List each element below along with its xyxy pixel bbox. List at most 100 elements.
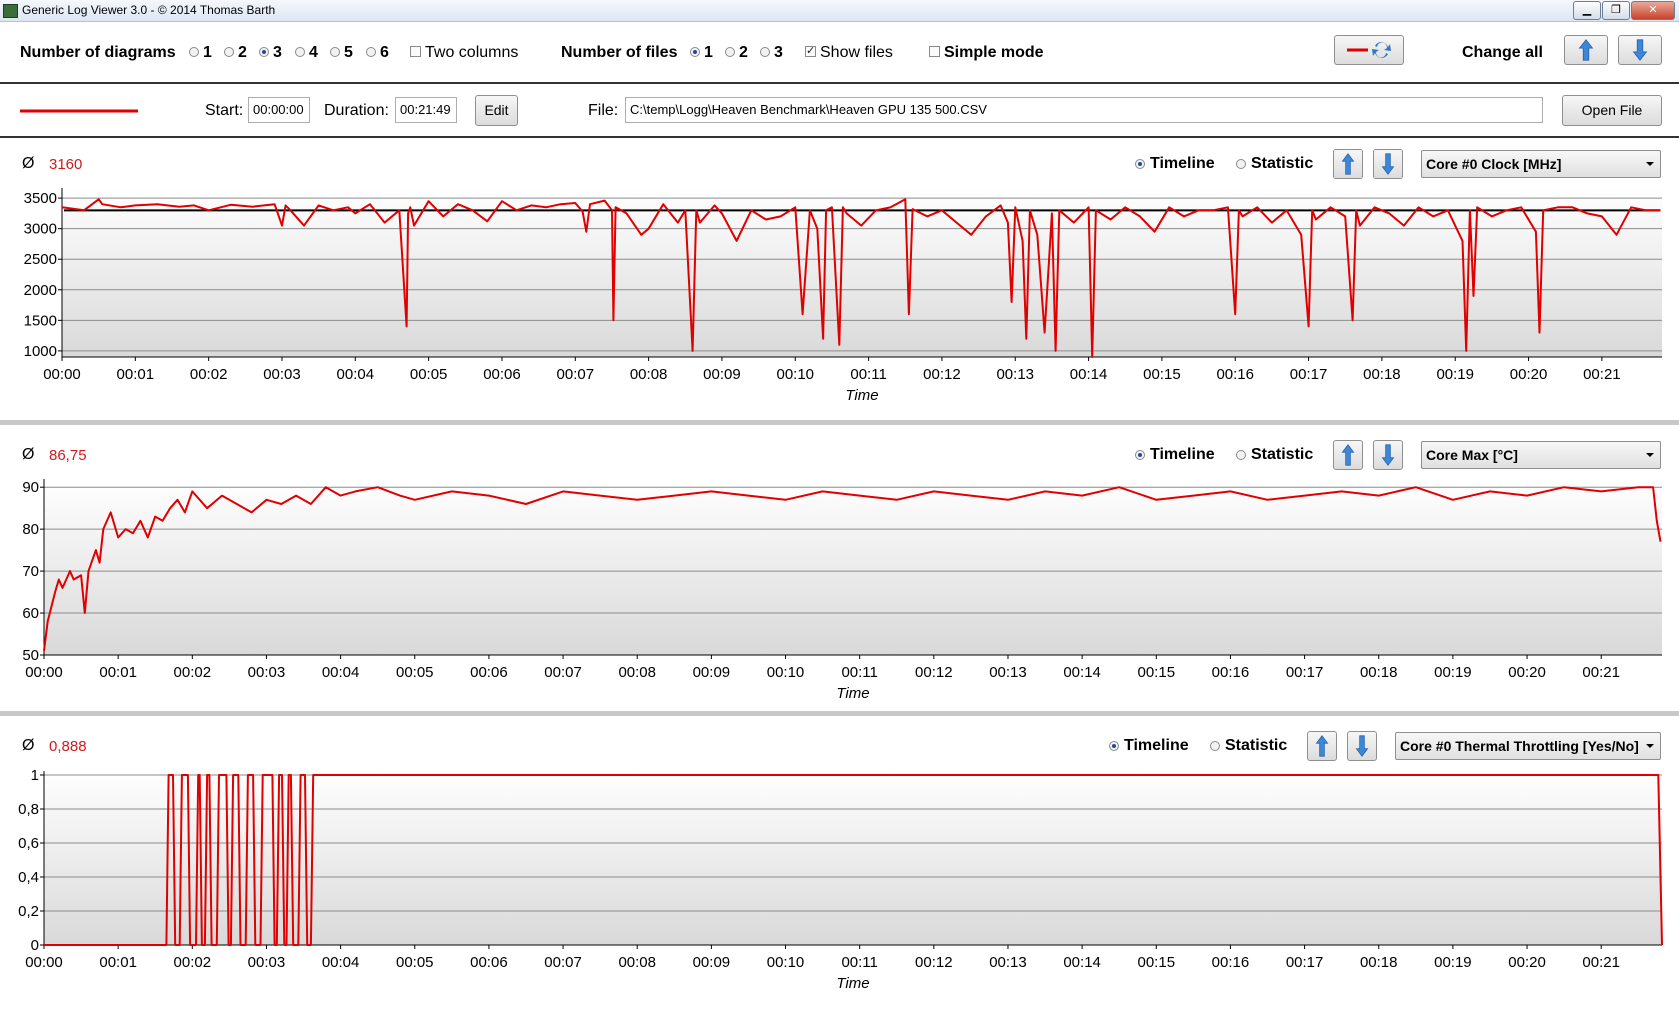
move-all-down-button[interactable] bbox=[1618, 35, 1662, 65]
two-columns-label: Two columns bbox=[425, 44, 519, 61]
move-down-button[interactable] bbox=[1373, 149, 1403, 179]
series-color-swatch[interactable] bbox=[20, 108, 138, 114]
diagram-option-label: 6 bbox=[380, 44, 389, 61]
move-up-button[interactable] bbox=[1333, 149, 1363, 179]
x-tick-label: 00:16 bbox=[1212, 954, 1250, 971]
x-tick-label: 00:06 bbox=[483, 366, 521, 383]
move-up-button[interactable] bbox=[1307, 731, 1337, 761]
sensor-select[interactable]: Core #0 Clock [MHz] bbox=[1421, 150, 1661, 178]
x-tick-label: 00:09 bbox=[693, 954, 731, 971]
statistic-radio[interactable] bbox=[1236, 159, 1246, 169]
sensor-select[interactable]: Core #0 Thermal Throttling [Yes/No] bbox=[1395, 732, 1661, 760]
y-tick-label: 0,6 bbox=[18, 835, 39, 852]
move-down-button[interactable] bbox=[1373, 440, 1403, 470]
x-tick-label: 00:06 bbox=[470, 954, 508, 971]
x-axis-label: Time bbox=[836, 975, 869, 992]
diagram-radio-2[interactable] bbox=[224, 47, 234, 57]
two-columns-checkbox[interactable] bbox=[410, 46, 421, 57]
series-line bbox=[44, 774, 1663, 946]
average-value: 3160 bbox=[49, 156, 83, 173]
x-tick-label: 00:08 bbox=[618, 954, 656, 971]
x-tick-label: 00:05 bbox=[396, 664, 434, 681]
show-files-checkbox[interactable]: ✓ bbox=[805, 45, 816, 57]
x-tick-label: 00:03 bbox=[248, 954, 286, 971]
diagram-option-label: 3 bbox=[273, 44, 282, 61]
x-tick-label: 00:10 bbox=[776, 366, 814, 383]
diagram-radio-1[interactable] bbox=[189, 47, 199, 57]
arrow-up-icon bbox=[1341, 444, 1355, 466]
panel-separator[interactable] bbox=[0, 420, 1679, 425]
x-tick-label: 00:07 bbox=[557, 366, 595, 383]
dropdown-caret-icon bbox=[1646, 744, 1654, 748]
plot-area bbox=[62, 188, 1662, 357]
simple-mode-label: Simple mode bbox=[944, 44, 1044, 61]
x-tick-label: 00:02 bbox=[174, 664, 212, 681]
x-tick-label: 00:01 bbox=[117, 366, 155, 383]
file-radio-3[interactable] bbox=[760, 47, 770, 57]
dropdown-caret-icon bbox=[1646, 453, 1654, 457]
x-tick-label: 00:09 bbox=[693, 664, 731, 681]
close-icon[interactable]: ✕ bbox=[1631, 1, 1675, 20]
x-tick-label: 00:07 bbox=[544, 954, 582, 971]
timeline-radio[interactable] bbox=[1109, 741, 1119, 751]
diagram-radio-5[interactable] bbox=[330, 47, 340, 57]
diagram-radio-3[interactable] bbox=[259, 47, 269, 57]
x-tick-label: 00:13 bbox=[996, 366, 1034, 383]
x-tick-label: 00:08 bbox=[618, 664, 656, 681]
x-tick-label: 00:01 bbox=[99, 664, 137, 681]
x-tick-label: 00:15 bbox=[1138, 664, 1176, 681]
statistic-radio[interactable] bbox=[1210, 741, 1220, 751]
file-option-label: 2 bbox=[739, 44, 748, 61]
y-tick-label: 1500 bbox=[24, 312, 57, 329]
diagram-option-label: 1 bbox=[203, 44, 212, 61]
restore-icon[interactable]: ❐ bbox=[1602, 1, 1630, 20]
x-tick-label: 00:06 bbox=[470, 664, 508, 681]
diagram-option-label: 5 bbox=[344, 44, 353, 61]
y-tick-label: 0,4 bbox=[18, 869, 39, 886]
x-axis-label: Time bbox=[836, 685, 869, 702]
x-tick-label: 00:03 bbox=[263, 366, 301, 383]
start-field[interactable]: 00:00:00 bbox=[248, 97, 310, 123]
move-down-button[interactable] bbox=[1347, 731, 1377, 761]
minimize-icon[interactable]: ▁ bbox=[1573, 1, 1601, 20]
edit-button[interactable]: Edit bbox=[475, 95, 518, 126]
line-color-swap-button[interactable] bbox=[1334, 35, 1404, 65]
x-tick-label: 00:16 bbox=[1212, 664, 1250, 681]
diagram-panel-3: Ø 0,888 Timeline Statistic Core #0 Thermal T… bbox=[0, 720, 1679, 1002]
x-tick-label: 00:20 bbox=[1510, 366, 1548, 383]
average-value: 0,888 bbox=[49, 738, 87, 755]
x-tick-label: 00:10 bbox=[767, 954, 805, 971]
x-tick-label: 00:09 bbox=[703, 366, 741, 383]
move-up-button[interactable] bbox=[1333, 440, 1363, 470]
diagram-radio-6[interactable] bbox=[366, 47, 376, 57]
simple-mode-checkbox[interactable] bbox=[929, 46, 940, 57]
sensor-select[interactable]: Core Max [°C] bbox=[1421, 441, 1661, 469]
arrow-up-icon bbox=[1315, 735, 1329, 757]
duration-label: Duration: bbox=[324, 102, 389, 119]
move-all-up-button[interactable] bbox=[1564, 35, 1608, 65]
duration-field[interactable]: 00:21:49 bbox=[395, 97, 457, 123]
x-tick-label: 00:18 bbox=[1363, 366, 1401, 383]
average-value: 86,75 bbox=[49, 447, 87, 464]
x-tick-label: 00:20 bbox=[1508, 664, 1546, 681]
y-tick-label: 0 bbox=[31, 937, 39, 954]
chart-1: 1000 1500 2000 2500 3000 3500 00:00 00:01 00:02 0… bbox=[24, 188, 1662, 404]
timeline-radio[interactable] bbox=[1135, 159, 1145, 169]
x-tick-label: 00:21 bbox=[1582, 954, 1620, 971]
diagram-option-label: 4 bbox=[309, 44, 318, 61]
file-path-field[interactable]: C:\temp\Logg\Heaven Benchmark\Heaven GPU… bbox=[625, 97, 1543, 123]
diagram-radio-4[interactable] bbox=[295, 47, 305, 57]
average-symbol: Ø bbox=[22, 737, 35, 754]
file-radio-2[interactable] bbox=[725, 47, 735, 57]
timeline-radio[interactable] bbox=[1135, 450, 1145, 460]
x-tick-label: 00:19 bbox=[1434, 664, 1472, 681]
statistic-radio[interactable] bbox=[1236, 450, 1246, 460]
file-radio-1[interactable] bbox=[690, 47, 700, 57]
open-file-button[interactable]: Open File bbox=[1562, 95, 1662, 126]
average-symbol: Ø bbox=[22, 155, 35, 172]
title-bar: Generic Log Viewer 3.0 - © 2014 Thomas B… bbox=[0, 0, 1679, 22]
panel-separator[interactable] bbox=[0, 711, 1679, 716]
dropdown-caret-icon bbox=[1646, 162, 1654, 166]
y-tick-label: 3500 bbox=[24, 190, 57, 207]
x-tick-label: 00:17 bbox=[1290, 366, 1328, 383]
